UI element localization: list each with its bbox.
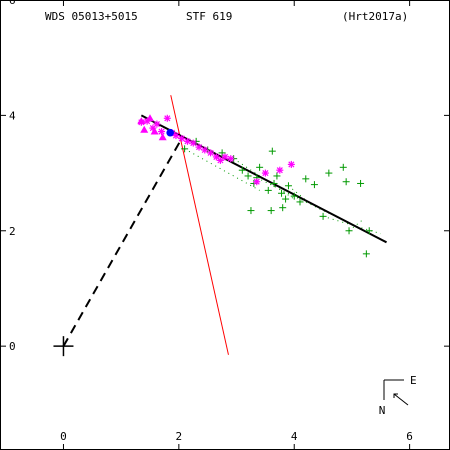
- speckle-stroke: [190, 140, 197, 147]
- speckle-triangle: [146, 114, 154, 122]
- micrometric-point: [218, 149, 226, 157]
- micrometric-point: [362, 250, 370, 258]
- speckle-point: [287, 160, 295, 168]
- current-position-dot: [166, 128, 174, 137]
- speckle-point: [201, 146, 209, 154]
- speckle-point: [261, 169, 269, 177]
- speckle-stroke: [158, 128, 165, 135]
- residual-line: [233, 158, 295, 200]
- micrometric-point: [244, 172, 252, 180]
- x-tick-label: 4: [291, 430, 298, 443]
- y-tick-label: 4: [9, 109, 16, 122]
- micrometric-point: [278, 189, 286, 197]
- speckle-triangle: [137, 117, 146, 125]
- micrometric-point: [365, 227, 373, 235]
- micrometric-point: [357, 179, 365, 187]
- micrometric-point: [264, 186, 272, 194]
- x-tick-label: 0: [60, 430, 67, 443]
- micrometric-point: [270, 179, 278, 187]
- speckle-stroke: [253, 178, 260, 185]
- speckle-stroke: [262, 170, 269, 177]
- speckle-point: [172, 132, 180, 140]
- micrometric-point: [282, 195, 290, 203]
- speckle-stroke: [184, 138, 191, 145]
- speckle-stroke: [276, 167, 283, 174]
- speckle-point: [221, 153, 229, 161]
- speckle-stroke: [201, 146, 208, 154]
- speckle-stroke: [217, 157, 224, 164]
- speckle-triangle: [150, 127, 159, 135]
- micrometric-point: [325, 169, 333, 177]
- speckle-stroke: [153, 120, 160, 128]
- plot-points-layer: [53, 114, 373, 357]
- micrometric-point: [339, 163, 347, 171]
- speckle-triangle: [140, 125, 149, 133]
- speckle-point: [163, 114, 171, 122]
- speckle-point: [153, 120, 161, 128]
- speckle-stroke: [227, 155, 234, 162]
- compass-east-label: E: [410, 374, 417, 387]
- motion-arrow-head: [393, 393, 398, 398]
- micrometric-point: [247, 207, 255, 215]
- micrometric-point: [290, 192, 298, 200]
- speckle-point: [216, 156, 224, 164]
- speckle-point: [227, 155, 235, 163]
- micrometric-point: [319, 212, 327, 220]
- speckle-stroke: [221, 153, 229, 160]
- radius-vector: [62, 137, 183, 347]
- x-tick-label: 2: [176, 430, 183, 443]
- speckle-point: [178, 134, 186, 142]
- speckle-stroke: [172, 132, 180, 139]
- micrometric-point: [284, 182, 292, 190]
- speckle-point: [207, 149, 215, 157]
- orbit-line: [140, 114, 387, 244]
- speckle-stroke: [213, 153, 220, 160]
- reference-label: (Hrt2017a): [342, 10, 409, 23]
- micrometric-point: [342, 178, 350, 186]
- residual-line: [256, 177, 330, 214]
- micrometric-point: [267, 207, 275, 215]
- speckle-point: [158, 128, 166, 136]
- speckle-point: [189, 139, 197, 147]
- micrometric-point: [345, 227, 353, 235]
- wds-id-label: WDS 05013+5015: [45, 10, 138, 23]
- speckle-point: [195, 143, 203, 151]
- y-tick-label: 0: [9, 340, 16, 353]
- speckle-stroke: [288, 161, 295, 168]
- micrometric-point: [302, 175, 310, 183]
- micrometric-point: [296, 198, 304, 206]
- micrometric-point: [268, 147, 276, 155]
- y-tick-label: 2: [9, 225, 16, 238]
- speckle-stroke: [178, 135, 185, 142]
- speckle-triangle: [158, 133, 167, 141]
- motion-arrow-shaft: [393, 393, 409, 406]
- speckle-point: [276, 166, 284, 174]
- y-tick-label: 6: [9, 0, 16, 7]
- speckle-point: [184, 137, 191, 145]
- speckle-stroke: [195, 144, 203, 151]
- speckle-stroke: [164, 115, 171, 122]
- micrometric-point: [238, 166, 246, 174]
- micrometric-point: [181, 145, 189, 153]
- micrometric-point: [279, 204, 287, 212]
- speckle-stroke: [207, 149, 214, 156]
- speckle-point: [253, 178, 261, 186]
- compass-rose: EN: [379, 374, 417, 417]
- residual-line: [348, 218, 364, 232]
- plot-lines-layer: [62, 95, 387, 355]
- compass-north-label: N: [379, 404, 386, 417]
- discoverer-label: STF 619: [186, 10, 233, 23]
- x-tick-label: 6: [406, 430, 413, 443]
- micrometric-point: [310, 181, 318, 189]
- micrometric-point: [273, 172, 281, 180]
- micrometric-point: [256, 163, 264, 171]
